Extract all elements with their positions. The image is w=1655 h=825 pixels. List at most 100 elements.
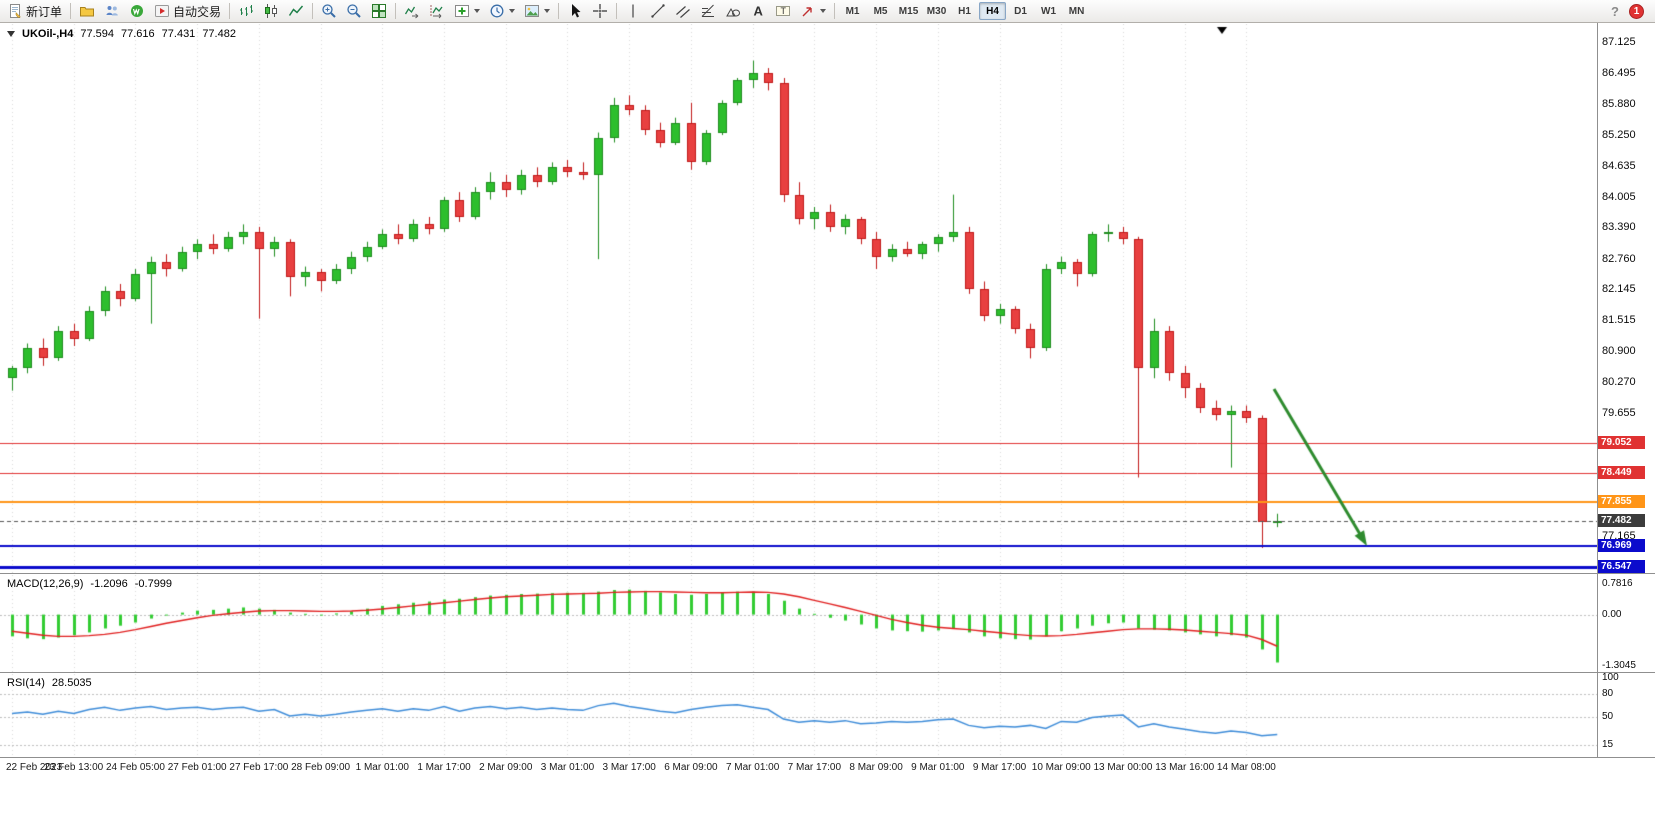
- rsi-axis-tick: 15: [1602, 739, 1614, 751]
- time-axis-label: 28 Feb 09:00: [291, 762, 351, 773]
- toolbar-separator: [70, 3, 72, 19]
- svg-text:A: A: [754, 4, 764, 19]
- auto-scroll-button[interactable]: [400, 1, 424, 21]
- panel-separator-rsi-timeaxis[interactable]: [0, 757, 1655, 758]
- clock-icon: [489, 3, 505, 19]
- toolbar-separator: [616, 3, 618, 19]
- toolbar-separator: [395, 3, 397, 19]
- time-axis-label: 9 Mar 17:00: [972, 762, 1027, 773]
- channel-button[interactable]: [671, 1, 695, 21]
- main-price-chart[interactable]: [0, 24, 1597, 573]
- panel-separator-macd-rsi[interactable]: [0, 672, 1655, 673]
- arrows-icon: [800, 3, 816, 19]
- timeframe-mn-button[interactable]: MN: [1068, 5, 1085, 17]
- timeframe-h1-button[interactable]: H1: [958, 5, 971, 17]
- notification-badge[interactable]: 1: [1629, 3, 1644, 19]
- price-axis-border: [1597, 23, 1598, 757]
- panel-separator-main-macd[interactable]: [0, 573, 1655, 574]
- time-axis-label: 7 Mar 17:00: [787, 762, 842, 773]
- community-icon: [129, 3, 145, 19]
- crosshair-button[interactable]: [588, 1, 612, 21]
- chart-ohlc-header: UKOil-,H4 77.594 77.616 77.431 77.482: [7, 28, 236, 40]
- macd-indicator-panel[interactable]: [0, 575, 1597, 672]
- toolbar: 新订单 自动交易 A T M1 M5 M15 M30 H1 H4 D1 W1 MN? 1: [0, 0, 1655, 23]
- indicators-button-dropdown-icon[interactable]: [474, 9, 481, 13]
- price-level-badge: 76.969: [1598, 539, 1645, 553]
- time-axis-label: 8 Mar 09:00: [849, 762, 903, 773]
- time-axis-label: 13 Mar 16:00: [1155, 762, 1215, 773]
- bar-chart-icon: [238, 3, 254, 19]
- bar-chart-button[interactable]: [234, 1, 258, 21]
- auto-trading-button[interactable]: 自动交易: [150, 1, 225, 21]
- timeframe-m1-button[interactable]: M1: [845, 5, 860, 17]
- timeframe-m15-button[interactable]: M15: [898, 5, 919, 17]
- time-axis-label: 2 Mar 09:00: [479, 762, 533, 773]
- rsi-indicator-panel[interactable]: [0, 674, 1597, 757]
- price-axis-tick: 80.900: [1602, 344, 1636, 357]
- time-axis-label: 27 Feb 17:00: [229, 762, 289, 773]
- profiles-button[interactable]: [75, 1, 99, 21]
- indicators-button[interactable]: [450, 1, 484, 21]
- periods-button[interactable]: [485, 1, 519, 21]
- arrow-tools-button-dropdown-icon[interactable]: [820, 9, 827, 13]
- new-order-button-label: 新订单: [26, 4, 63, 19]
- line-chart-button[interactable]: [284, 1, 308, 21]
- timeframe-h4-button[interactable]: H4: [979, 2, 1007, 20]
- zoom-out-button[interactable]: [342, 1, 366, 21]
- arrow-tools-button[interactable]: [796, 1, 830, 21]
- ohlc-low: 77.431: [161, 28, 196, 40]
- community-button[interactable]: [125, 1, 149, 21]
- price-level-badge: 78.449: [1598, 465, 1645, 479]
- navigator-icon: [104, 3, 120, 19]
- auto-trading-button-label: 自动交易: [173, 4, 222, 19]
- trendline-button[interactable]: [646, 1, 670, 21]
- periods-button-dropdown-icon[interactable]: [509, 9, 516, 13]
- toolbar-separator: [229, 3, 231, 19]
- price-axis-tick: 80.270: [1602, 376, 1636, 389]
- price-level-badge: 76.547: [1598, 559, 1645, 573]
- price-axis-tick: 81.515: [1602, 314, 1636, 327]
- profiles-icon: [79, 3, 95, 19]
- chart-collapse-icon[interactable]: [7, 31, 15, 37]
- text-icon: A: [750, 3, 766, 19]
- price-axis-tick: 84.005: [1602, 190, 1636, 203]
- crosshair-icon: [592, 3, 608, 19]
- cursor-button[interactable]: [563, 1, 587, 21]
- macd-axis-tick: 0.00: [1602, 608, 1622, 620]
- toolbar-separator: [312, 3, 314, 19]
- text-button[interactable]: A: [746, 1, 770, 21]
- templates-button-dropdown-icon[interactable]: [544, 9, 551, 13]
- rsi-label: RSI(14): [7, 677, 45, 689]
- price-level-badge: 77.482: [1598, 513, 1645, 527]
- timeframe-w1-button[interactable]: W1: [1041, 5, 1057, 17]
- fibonacci-icon: [700, 3, 716, 19]
- zoom-in-button[interactable]: [317, 1, 341, 21]
- candlestick-chart-button[interactable]: [259, 1, 283, 21]
- timeframe-d1-button[interactable]: D1: [1014, 5, 1027, 17]
- help-icon[interactable]: ?: [1611, 3, 1619, 19]
- rsi-value: 28.5035: [51, 677, 92, 689]
- toolbar-right: ? 1: [1611, 3, 1652, 19]
- price-axis-tick: 82.760: [1602, 252, 1636, 265]
- navigator-button[interactable]: [100, 1, 124, 21]
- price-axis-tick: 84.635: [1602, 159, 1636, 172]
- price-axis-tick: 86.495: [1602, 67, 1636, 80]
- text-label-button[interactable]: T: [771, 1, 795, 21]
- templates-button[interactable]: [520, 1, 554, 21]
- fibonacci-button[interactable]: [696, 1, 720, 21]
- price-axis-tick: 85.250: [1602, 129, 1636, 142]
- zoom-out-icon: [346, 3, 362, 19]
- timeframe-m30-button[interactable]: M30: [926, 5, 947, 17]
- zoom-in-icon: [321, 3, 337, 19]
- time-axis-label: 9 Mar 01:00: [911, 762, 965, 773]
- channel-icon: [675, 3, 691, 19]
- vertical-line-button[interactable]: [621, 1, 645, 21]
- timeframe-m5-button[interactable]: M5: [873, 5, 888, 17]
- toolbar-separator: [558, 3, 560, 19]
- tile-windows-button[interactable]: [367, 1, 391, 21]
- shapes-button[interactable]: [721, 1, 745, 21]
- macd-axis-tick: 0.7816: [1602, 577, 1633, 589]
- macd-label: MACD(12,26,9): [7, 578, 84, 590]
- chart-shift-button[interactable]: [425, 1, 449, 21]
- new-order-button[interactable]: 新订单: [3, 1, 66, 21]
